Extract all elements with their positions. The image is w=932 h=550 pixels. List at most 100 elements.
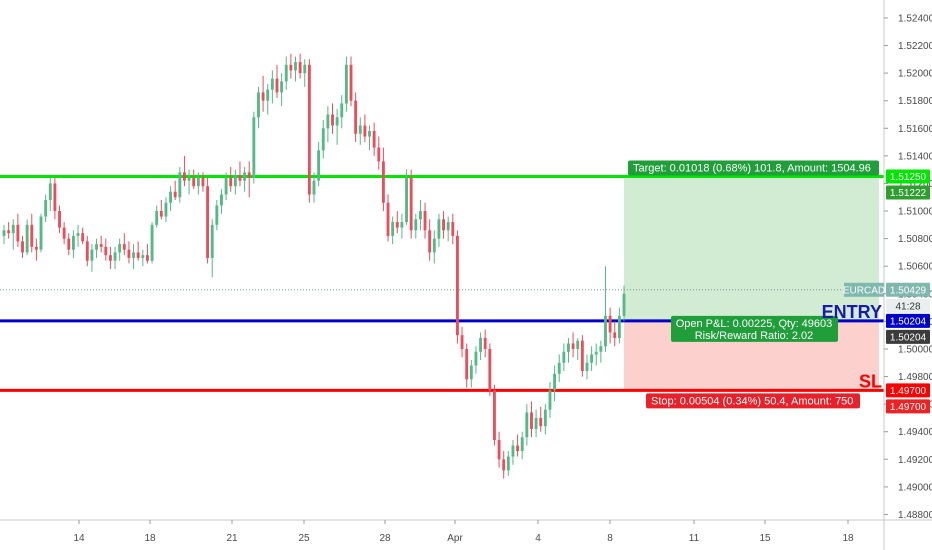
x-tick-label: 4 bbox=[535, 533, 541, 544]
stop-price-tag-2: 1.49700 bbox=[886, 399, 930, 414]
candle bbox=[85, 235, 89, 267]
candle-body bbox=[502, 459, 506, 471]
candle bbox=[534, 409, 538, 438]
candle-body bbox=[62, 227, 66, 239]
candle-body bbox=[617, 315, 621, 338]
candle-body bbox=[104, 246, 108, 256]
entry-price-tag-bg bbox=[886, 313, 930, 328]
candle-body bbox=[465, 348, 469, 380]
candle bbox=[2, 224, 6, 245]
candle-body bbox=[122, 244, 126, 250]
candle-body bbox=[479, 337, 483, 352]
candle bbox=[479, 332, 483, 360]
candle bbox=[113, 246, 117, 269]
candle bbox=[303, 59, 307, 87]
y-tick-label: 1.50000 bbox=[898, 344, 932, 355]
candle bbox=[71, 230, 75, 258]
candle bbox=[155, 205, 159, 228]
stop-price-tag-bg bbox=[886, 383, 930, 398]
candle bbox=[58, 205, 61, 234]
candle bbox=[474, 346, 478, 374]
candle-body bbox=[409, 177, 413, 231]
candle bbox=[210, 219, 214, 278]
candle-body bbox=[395, 222, 399, 228]
candle-body bbox=[516, 445, 520, 452]
candle bbox=[455, 230, 459, 344]
candle-body bbox=[335, 117, 339, 126]
candle bbox=[243, 166, 247, 192]
candle bbox=[446, 216, 450, 242]
candle bbox=[178, 166, 182, 203]
candle-body bbox=[585, 362, 589, 372]
candles bbox=[2, 53, 626, 479]
candle bbox=[30, 213, 34, 253]
candle-body bbox=[599, 346, 603, 352]
candle bbox=[335, 108, 339, 145]
candle bbox=[34, 238, 38, 261]
trade-annotations: Target: 0.01018 (0.68%) 101.8, Amount: 1… bbox=[628, 160, 882, 409]
target-price-tag: 1.51250 bbox=[886, 169, 930, 184]
x-tick-label: 11 bbox=[689, 533, 700, 544]
candle bbox=[344, 56, 348, 112]
risk-reward-zones bbox=[624, 176, 879, 391]
candle-body bbox=[145, 255, 149, 261]
candle bbox=[224, 172, 228, 200]
high-price-tag-text: 1.51222 bbox=[890, 188, 927, 199]
y-tick-label: 1.48800 bbox=[898, 510, 932, 521]
candle bbox=[169, 186, 173, 212]
candle bbox=[90, 244, 94, 272]
candle bbox=[321, 120, 325, 159]
candle-body bbox=[543, 409, 547, 427]
last-price-tag-text: 1.50429 bbox=[890, 285, 927, 296]
candle-body bbox=[520, 437, 524, 452]
candle bbox=[307, 59, 311, 203]
candle-body bbox=[150, 224, 154, 261]
candle-body bbox=[497, 440, 501, 460]
candle-body bbox=[483, 337, 487, 349]
candle bbox=[497, 431, 501, 468]
candle-body bbox=[590, 354, 594, 363]
candle bbox=[67, 233, 71, 256]
price-axis[interactable]: 1.52400 1.52200 1.52000 1.51800 1.51600 1.514… bbox=[843, 0, 932, 550]
y-tick-label: 1.51200 bbox=[898, 179, 932, 190]
candle-body bbox=[127, 249, 131, 258]
time-axis[interactable]: 14 18 21 25 28 Apr 4 8 11 15 18 bbox=[0, 519, 932, 544]
candle bbox=[298, 53, 302, 79]
time-tag-text: 41:28 bbox=[895, 301, 920, 312]
candle bbox=[409, 169, 413, 239]
candle-body bbox=[34, 246, 38, 250]
x-tick-label: 28 bbox=[379, 533, 391, 544]
entry-price-tag-2-text: 1.50204 bbox=[890, 332, 927, 343]
candle-body bbox=[562, 351, 566, 363]
candle bbox=[488, 343, 492, 396]
candle-body bbox=[132, 252, 135, 258]
candle-body bbox=[534, 417, 538, 429]
candle-body bbox=[67, 238, 71, 250]
candle bbox=[331, 103, 334, 134]
candle bbox=[585, 354, 589, 380]
candle-body bbox=[113, 252, 117, 261]
candle bbox=[562, 343, 566, 372]
price-levels bbox=[0, 175, 884, 392]
candle-body bbox=[71, 235, 75, 250]
candle bbox=[108, 246, 112, 269]
candle bbox=[381, 147, 385, 212]
candle bbox=[270, 70, 274, 104]
candle bbox=[127, 241, 131, 264]
x-tick-label: 15 bbox=[759, 533, 771, 544]
candle bbox=[81, 227, 85, 245]
candle bbox=[377, 136, 381, 170]
candle-body bbox=[553, 373, 557, 391]
candle-body bbox=[7, 230, 11, 234]
candle bbox=[118, 238, 122, 261]
candle bbox=[428, 219, 432, 261]
candle-body bbox=[76, 233, 80, 236]
target-annotation-text: Target: 0.01018 (0.68%) 101.8, Amount: 1… bbox=[633, 163, 871, 175]
candle bbox=[7, 222, 11, 239]
candle bbox=[567, 337, 570, 363]
entry-price-tag-text: 1.50204 bbox=[890, 316, 927, 327]
candle bbox=[469, 360, 473, 388]
candle bbox=[141, 249, 145, 267]
pnl-line-1: Open P&L: 0.00225, Qty: 49603 bbox=[676, 318, 833, 330]
